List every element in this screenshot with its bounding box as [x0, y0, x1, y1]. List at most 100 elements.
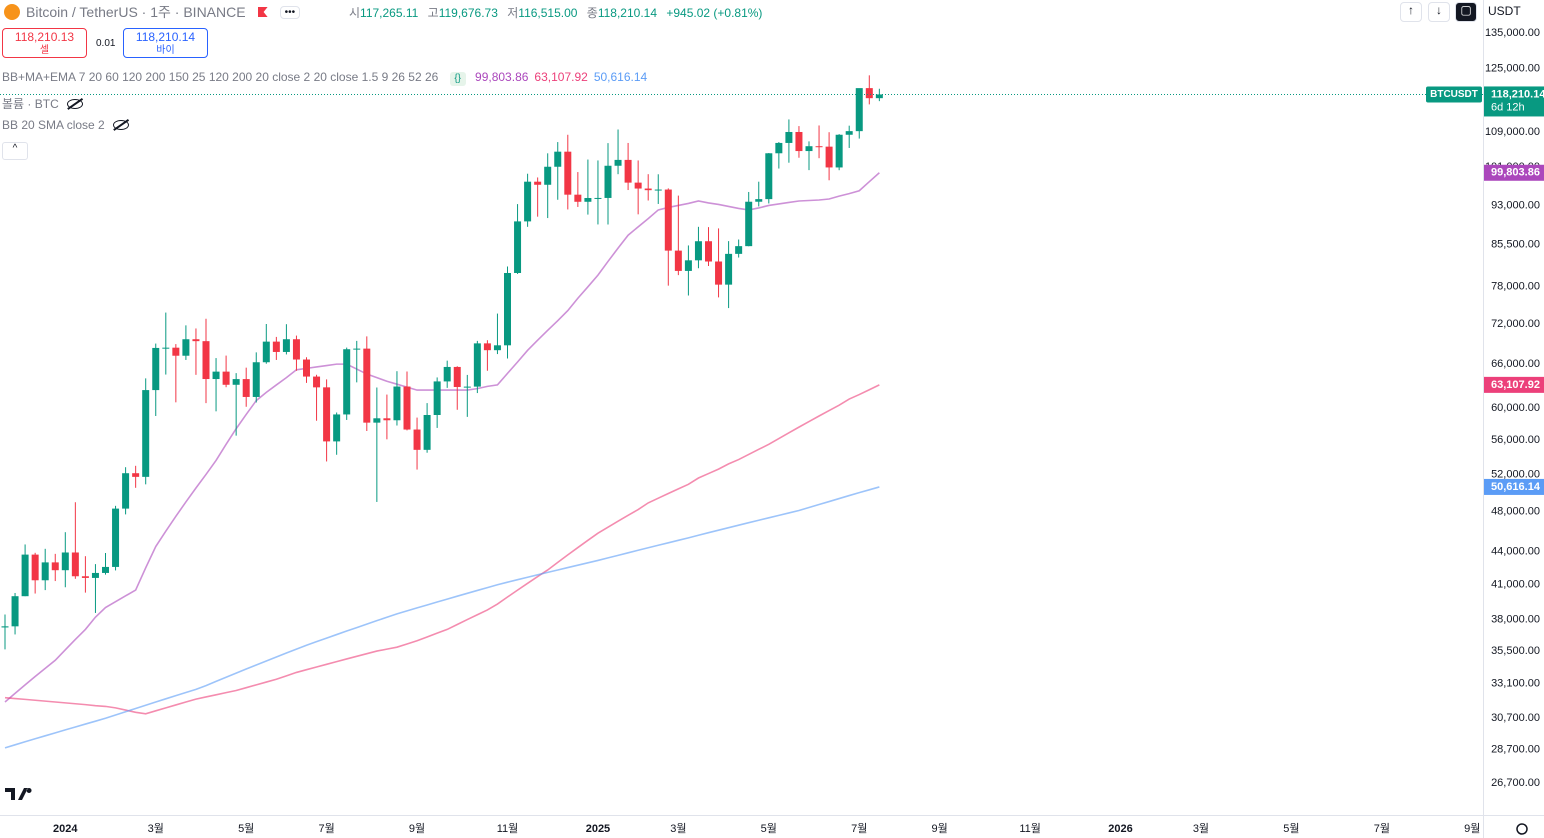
candle-body	[292, 339, 300, 360]
x-tick-label: 7월	[318, 822, 334, 835]
candle-body	[122, 473, 130, 509]
candle-body	[805, 146, 813, 152]
up-button[interactable]: ↑	[1400, 2, 1422, 22]
candle-body	[172, 347, 180, 356]
hidden-icon[interactable]	[112, 120, 129, 130]
candle-body	[343, 349, 351, 415]
candle-body	[755, 199, 763, 202]
candle-body	[584, 197, 592, 202]
candle-body	[735, 246, 743, 254]
candle-body	[232, 379, 240, 385]
candle-body	[865, 88, 873, 99]
currency[interactable]: USDT	[1488, 4, 1521, 18]
x-tick-label: 9월	[932, 822, 948, 835]
candle-body	[102, 566, 109, 573]
indicator-name: BB 20 SMA close 2	[2, 118, 105, 132]
indicator-name: BB+MA+EMA 7 20 60 120 200 150 25 120 200…	[2, 70, 439, 84]
candle-body	[212, 371, 220, 380]
candle-body	[483, 343, 491, 351]
candle-body	[574, 194, 582, 202]
down-button[interactable]: ↓	[1428, 2, 1450, 22]
x-tick-label: 9월	[1464, 822, 1480, 835]
candle-body	[112, 508, 120, 567]
x-tick-label: 2025	[586, 823, 610, 835]
ma-value-label: 63,107.92	[1491, 379, 1540, 391]
sell-button[interactable]: 118,210.13 셀	[2, 28, 87, 58]
logo[interactable]	[5, 788, 32, 800]
candle-body	[463, 386, 471, 388]
candle-body	[504, 272, 511, 346]
candle-body	[694, 241, 702, 261]
ohlc-label: 종	[586, 6, 598, 20]
collapse-button[interactable]: ^	[2, 142, 28, 160]
indicator-name: 볼륨 · BTC	[2, 97, 59, 111]
candle-body	[142, 390, 150, 477]
candle-body	[11, 596, 19, 627]
candle-body	[715, 261, 723, 285]
indicator-row[interactable]: BB 20 SMA close 2	[2, 118, 129, 132]
y-tick-label: 85,500.00	[1491, 238, 1540, 250]
settings-button[interactable]	[1516, 823, 1528, 835]
buy-button[interactable]: 118,210.14 바이	[123, 28, 208, 58]
x-tick-label: 3월	[1193, 822, 1209, 835]
candle-body	[745, 201, 753, 247]
candle-body	[815, 146, 823, 148]
y-tick-label: 41,000.00	[1491, 578, 1540, 590]
candle-body	[132, 473, 140, 477]
candle-body	[795, 131, 803, 152]
candle-body	[373, 418, 381, 423]
y-tick-label: 78,000.00	[1491, 281, 1540, 293]
source-icon[interactable]: {}	[449, 72, 466, 86]
candle-body	[674, 250, 682, 271]
flag-icon[interactable]	[257, 7, 268, 17]
symbol-label: BTCUSDT	[1430, 89, 1478, 100]
ohlc-label: 시	[349, 6, 361, 20]
price-label: 118,210.14	[1491, 88, 1544, 100]
price-box	[1484, 86, 1544, 117]
y-tick-label: 28,700.00	[1491, 743, 1540, 755]
candle-body	[855, 88, 863, 132]
indicator-values: 99,803.86 63,107.92 50,616.14	[469, 70, 647, 84]
ohlc-readout: 시117,265.11 고119,676.73 저116,515.00 종118…	[343, 4, 762, 21]
y-tick-label: 30,700.00	[1491, 712, 1540, 724]
candle-body	[21, 554, 29, 597]
x-tick-label: 9월	[409, 822, 425, 835]
x-tick-label: 5월	[238, 822, 254, 835]
x-tick-label: 11월	[497, 822, 519, 835]
candle-body	[765, 153, 773, 200]
candle-body	[81, 576, 89, 578]
symbol-header[interactable]: Bitcoin / TetherUS · 1주 · BINANCE •••	[0, 0, 326, 24]
x-tick-label: 7월	[851, 822, 867, 835]
fullscreen-button[interactable]: ▢	[1455, 2, 1477, 22]
symbol-box	[1426, 86, 1482, 103]
indicator-row[interactable]: BB+MA+EMA 7 20 60 120 200 150 25 120 200…	[2, 70, 647, 86]
buy-price: 118,210.14	[135, 30, 196, 44]
y-tick-label: 56,000.00	[1491, 434, 1540, 446]
candle-body	[594, 197, 602, 199]
candle-body	[423, 414, 431, 450]
symbol-title: Bitcoin / TetherUS · 1주 · BINANCE	[26, 4, 246, 20]
legend-value: 50,616.14	[593, 70, 648, 84]
candle-body	[282, 339, 290, 352]
more-button[interactable]: •••	[279, 5, 301, 19]
y-tick-label: 60,000.00	[1491, 402, 1540, 414]
candle-body	[624, 159, 632, 183]
candle-body	[443, 366, 451, 382]
hidden-icon[interactable]	[66, 99, 83, 109]
candle-body	[71, 552, 79, 577]
y-tick-label: 38,000.00	[1491, 613, 1540, 625]
indicator-row[interactable]: 볼륨 · BTC	[2, 95, 83, 112]
y-tick-label: 135,000.00	[1485, 27, 1540, 39]
candle-body	[654, 189, 662, 191]
candle-body	[152, 347, 160, 391]
candle-body	[644, 188, 652, 191]
candle-body	[242, 379, 250, 397]
ohlc-value: 116,515.00	[518, 6, 578, 20]
candle-body	[413, 429, 421, 450]
x-tick-label: 3월	[670, 822, 686, 835]
candle-body	[162, 347, 170, 349]
y-tick-label: 35,500.00	[1491, 645, 1540, 657]
candle-body	[845, 131, 853, 135]
